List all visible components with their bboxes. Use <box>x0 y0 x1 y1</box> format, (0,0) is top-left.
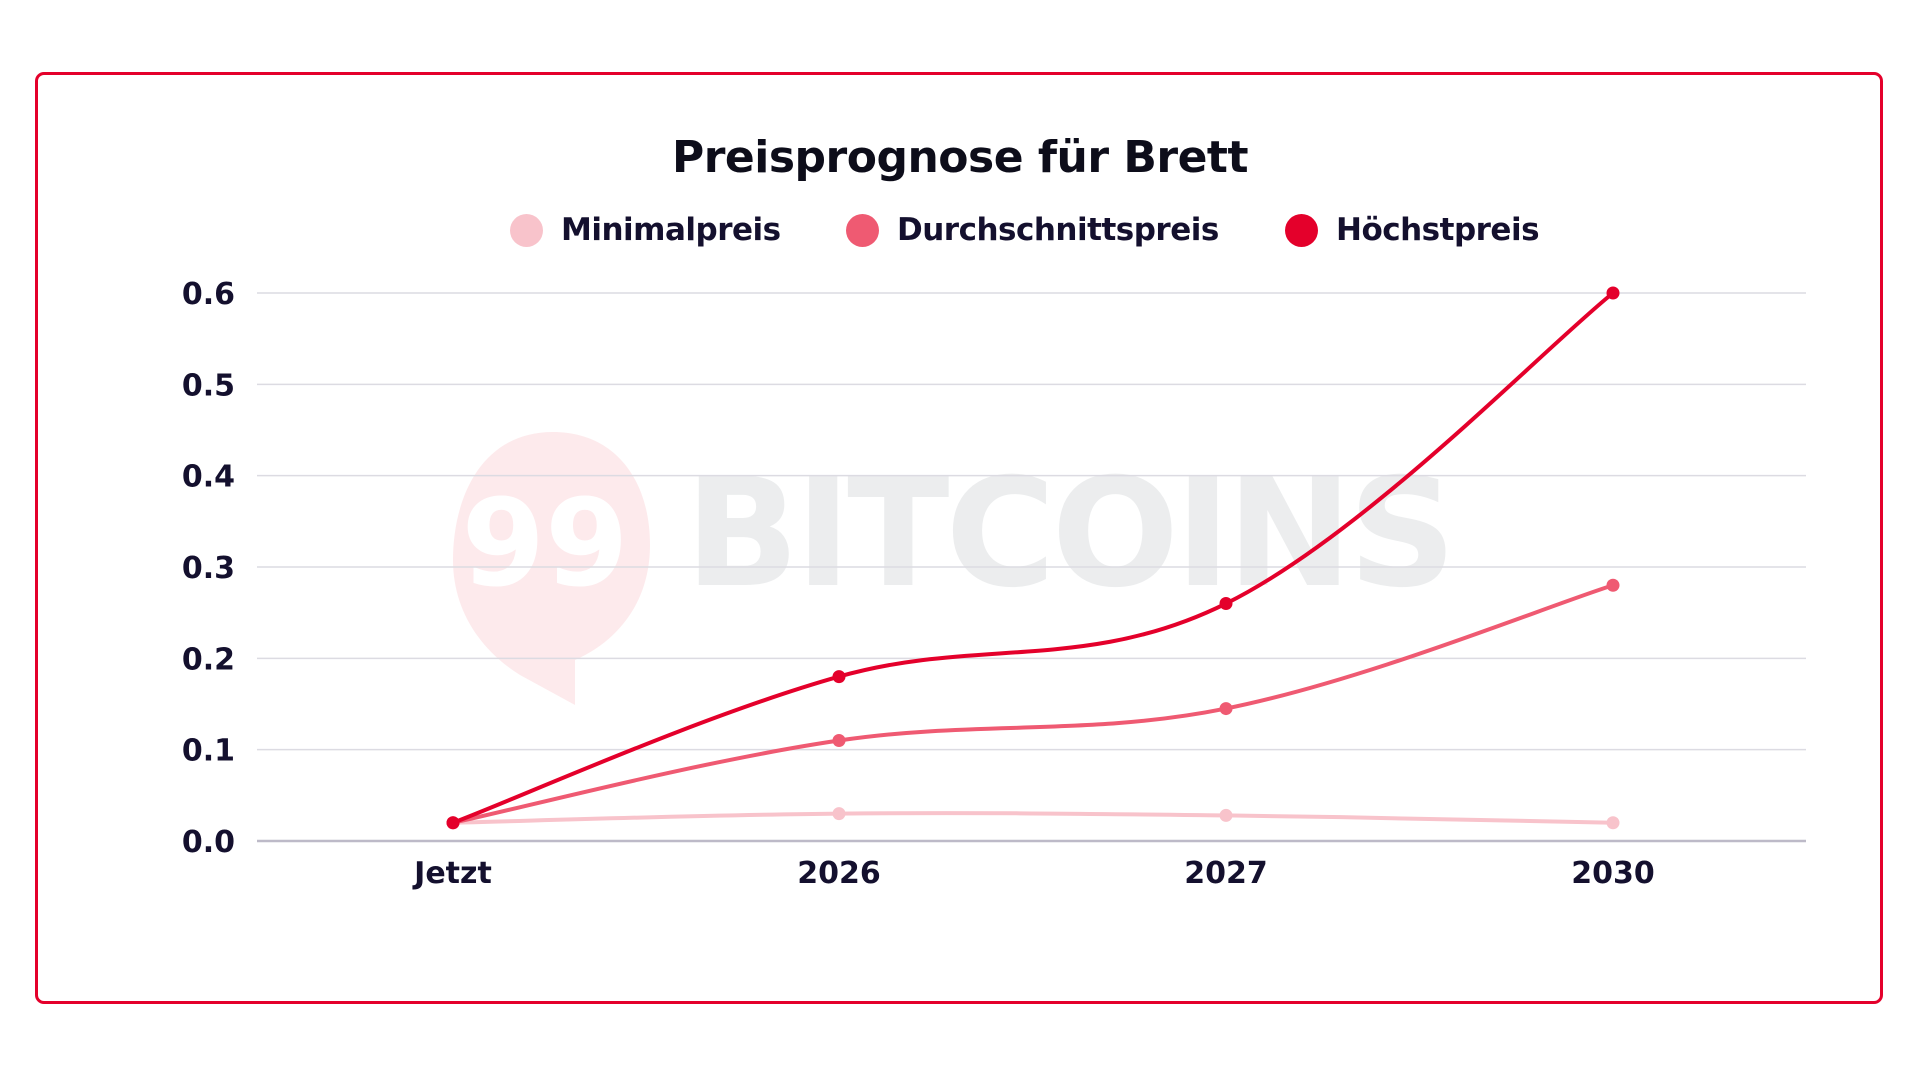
gridlines <box>257 292 1806 843</box>
chart-frame <box>35 72 1883 1004</box>
legend-label: Höchstpreis <box>1336 212 1540 248</box>
data-point[interactable] <box>1219 702 1233 716</box>
data-point[interactable] <box>832 807 846 821</box>
data-point[interactable] <box>832 670 846 684</box>
data-point[interactable] <box>1219 808 1233 822</box>
y-tick-label: 0.5 <box>182 368 235 403</box>
x-tick-label: 2030 <box>1571 856 1655 891</box>
data-point[interactable] <box>832 734 846 748</box>
data-point[interactable] <box>1606 578 1620 592</box>
x-axis: Jetzt 2026 2027 2030 <box>412 856 1655 891</box>
legend-swatch-icon <box>1285 213 1318 247</box>
y-tick-label: 0.1 <box>182 734 235 769</box>
series-minimalpreis <box>446 807 1620 830</box>
chart-title: Preisprognose für Brett <box>671 132 1249 183</box>
y-tick-label: 0.2 <box>182 642 235 677</box>
series-lines <box>446 286 1620 830</box>
series-line <box>451 291 1615 825</box>
legend-swatch-icon <box>846 213 879 247</box>
watermark-logo-icon <box>453 432 650 705</box>
data-point[interactable] <box>1606 286 1620 300</box>
watermark-logo-text: 99 <box>462 475 629 614</box>
x-tick-label: 2026 <box>797 856 881 891</box>
data-point[interactable] <box>1606 816 1620 830</box>
legend-item-durchschnittspreis[interactable]: Durchschnittspreis <box>846 208 1219 252</box>
y-tick-label: 0.0 <box>182 825 235 860</box>
series-line <box>451 583 1615 825</box>
legend-swatch-icon <box>510 213 543 247</box>
y-tick-label: 0.3 <box>182 551 235 586</box>
data-point[interactable] <box>446 816 460 830</box>
series-durchschnittspreis <box>446 578 1620 830</box>
legend-item-hoechstpreis[interactable]: Höchstpreis <box>1285 208 1540 252</box>
x-tick-label: 2027 <box>1184 856 1268 891</box>
series-line <box>451 811 1615 825</box>
x-tick-label: Jetzt <box>412 856 492 891</box>
legend-item-minimalpreis[interactable]: Minimalpreis <box>510 208 781 252</box>
watermark: 99 BITCOINS <box>453 432 1456 705</box>
legend-label: Minimalpreis <box>561 212 781 248</box>
legend-label: Durchschnittspreis <box>897 212 1219 248</box>
y-tick-label: 0.4 <box>182 460 235 495</box>
data-point[interactable] <box>1219 597 1233 611</box>
y-axis: 0.0 0.1 0.2 0.3 0.4 0.5 0.6 <box>182 277 235 860</box>
y-tick-label: 0.6 <box>182 277 235 312</box>
series-höchstpreis <box>446 286 1620 830</box>
chart-legend: Minimalpreis Durchschnittspreis Höchstpr… <box>0 208 1920 252</box>
